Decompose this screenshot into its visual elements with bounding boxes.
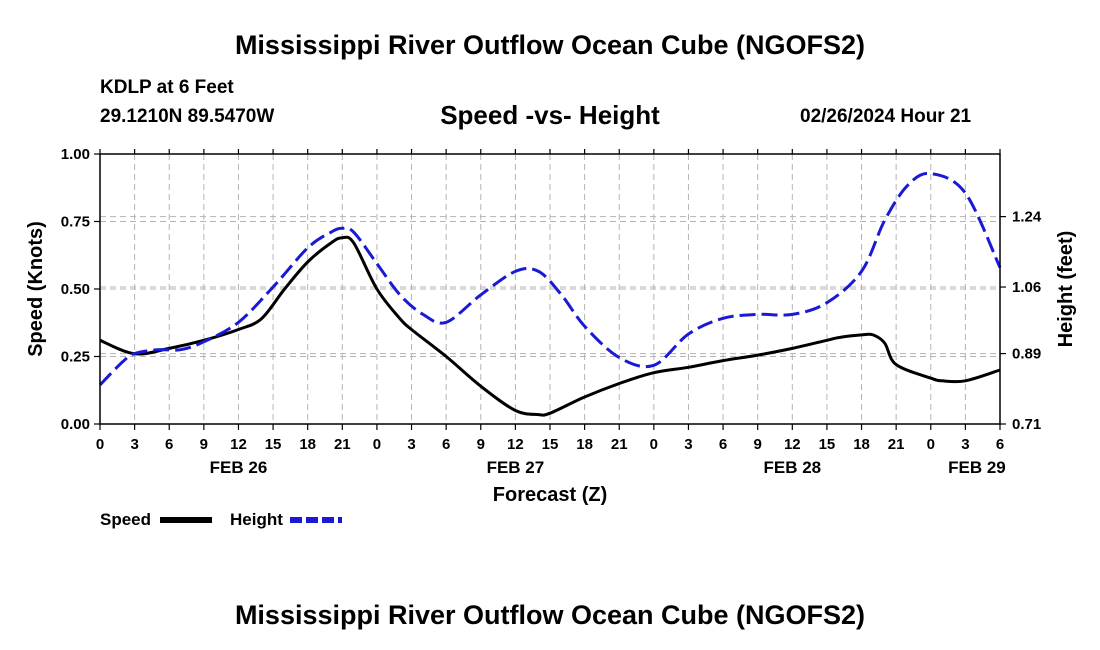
x-tick-label: 3 <box>407 436 415 453</box>
series-line-speed <box>99 235 1001 417</box>
x-tick-label: 3 <box>130 436 138 453</box>
y-tick-label: 0.50 <box>61 281 90 298</box>
series-line-height <box>98 171 1002 386</box>
x-tick-label: 21 <box>888 436 905 453</box>
x-tick-label: 0 <box>927 436 935 453</box>
x-tick-label: 3 <box>684 436 692 453</box>
x-tick-label: 15 <box>265 436 282 453</box>
x-tick-label: 21 <box>334 436 351 453</box>
y-axis-label: Speed (Knots) <box>25 221 47 357</box>
x-tick-label: 18 <box>299 436 316 453</box>
x-tick-label: 6 <box>719 436 727 453</box>
x-date-label: FEB 29 <box>948 458 1006 477</box>
page-title: Mississippi River Outflow Ocean Cube (NG… <box>234 30 866 60</box>
x-date-label: FEB 28 <box>763 458 821 477</box>
x-date-label: FEB 27 <box>487 458 545 477</box>
x-tick-label: 9 <box>200 436 208 453</box>
y2-tick-label: 0.71 <box>1012 416 1041 433</box>
grid-layer <box>100 154 1000 424</box>
x-tick-label: 21 <box>611 436 628 453</box>
y-tick-label: 0.25 <box>61 349 90 366</box>
x-tick-label: 6 <box>442 436 450 453</box>
x-tick-label: 18 <box>853 436 870 453</box>
y2-tick-label: 1.24 <box>1012 209 1042 226</box>
forecast-datetime: 02/26/2024 Hour 21 <box>800 106 972 127</box>
x-tick-label: 18 <box>576 436 593 453</box>
chart-title: Speed -vs- Height <box>440 100 660 130</box>
station-label: KDLP at 6 Feet <box>100 77 234 98</box>
x-tick-label: 9 <box>754 436 762 453</box>
y2-tick-label: 0.89 <box>1012 346 1041 363</box>
tick-layer <box>94 149 1006 430</box>
x-tick-label: 0 <box>650 436 658 453</box>
x-tick-label: 0 <box>96 436 104 453</box>
x-tick-label: 6 <box>165 436 173 453</box>
x-tick-label: 12 <box>230 436 247 453</box>
x-tick-label: 0 <box>373 436 381 453</box>
y-tick-label: 0.75 <box>61 214 90 231</box>
x-tick-label: 15 <box>819 436 836 453</box>
x-date-label: FEB 26 <box>210 458 268 477</box>
y-tick-label: 1.00 <box>61 146 90 163</box>
station-coordinates: 29.1210N 89.5470W <box>100 106 275 127</box>
x-tick-label: 12 <box>784 436 801 453</box>
x-tick-label: 3 <box>961 436 969 453</box>
y2-axis-label: Height (feet) <box>1055 231 1077 348</box>
y2-tick-label: 1.06 <box>1012 279 1041 296</box>
series-layer <box>98 171 1002 417</box>
y-tick-label: 0.00 <box>61 416 90 433</box>
x-tick-label: 15 <box>542 436 559 453</box>
legend-speed-label: Speed <box>100 510 151 529</box>
x-tick-label: 9 <box>477 436 485 453</box>
x-tick-label: 6 <box>996 436 1004 453</box>
x-axis-label: Forecast (Z) <box>493 484 607 506</box>
page-title-bottom: Mississippi River Outflow Ocean Cube (NG… <box>234 600 866 630</box>
label-layer: 0 3 6 9 12 15 18 21 0 3 6 9 12 15 18 21 0 3 6 9 12 15 18 21 0 3 6 F… <box>61 146 1042 477</box>
x-tick-label: 12 <box>507 436 524 453</box>
legend-height-label: Height <box>230 510 283 529</box>
